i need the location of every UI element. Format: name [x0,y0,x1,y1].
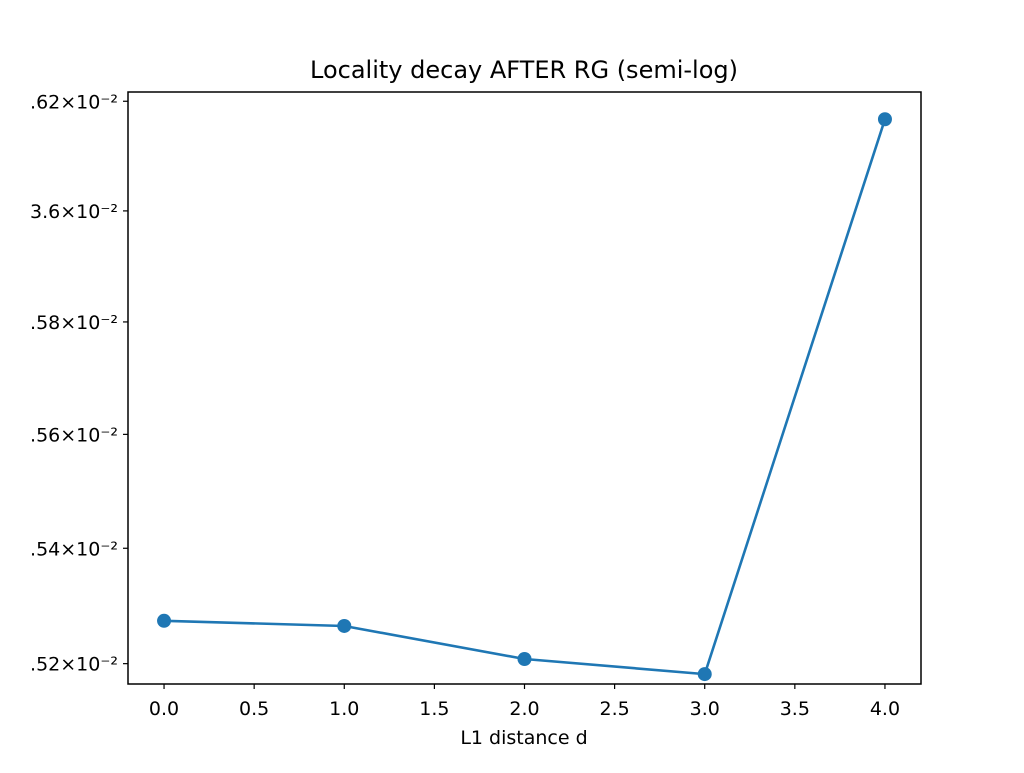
y-axis-ticks: .52×10⁻² .54×10⁻² .56×10⁻² .58×10⁻² 3.6×10⁻²… [30,91,128,676]
y-tick-label: .58×10⁻² [30,312,118,334]
y-tick-label: .56×10⁻² [30,424,118,446]
x-tick-label: 3.0 [690,698,720,720]
data-point [157,613,172,628]
plot-marks [157,112,892,682]
data-point [877,112,892,127]
chart-title: Locality decay AFTER RG (semi-log) [310,56,738,84]
x-tick-label: 1.5 [419,698,449,720]
series-line [164,118,887,676]
data-point [337,618,352,633]
x-tick-label: 0.5 [239,698,269,720]
y-tick-label: 3.6×10⁻² [30,201,118,223]
plot-frame [127,91,922,685]
x-tick-label: 1.0 [329,698,359,720]
y-tick-label: .54×10⁻² [30,538,118,560]
data-point [697,667,712,682]
x-axis-label: L1 distance d [460,727,587,749]
x-tick-label: 4.0 [870,698,900,720]
x-axis-ticks: 0.0 0.5 1.0 1.5 2.0 2.5 3.0 3.5 4.0 [149,684,900,720]
x-tick-label: 0.0 [149,698,179,720]
data-point [517,652,532,667]
y-tick-label: .52×10⁻² [30,654,118,676]
x-tick-label: 2.0 [509,698,539,720]
x-tick-label: 2.5 [600,698,630,720]
x-tick-label: 3.5 [780,698,810,720]
y-tick-label: .62×10⁻² [30,91,118,113]
